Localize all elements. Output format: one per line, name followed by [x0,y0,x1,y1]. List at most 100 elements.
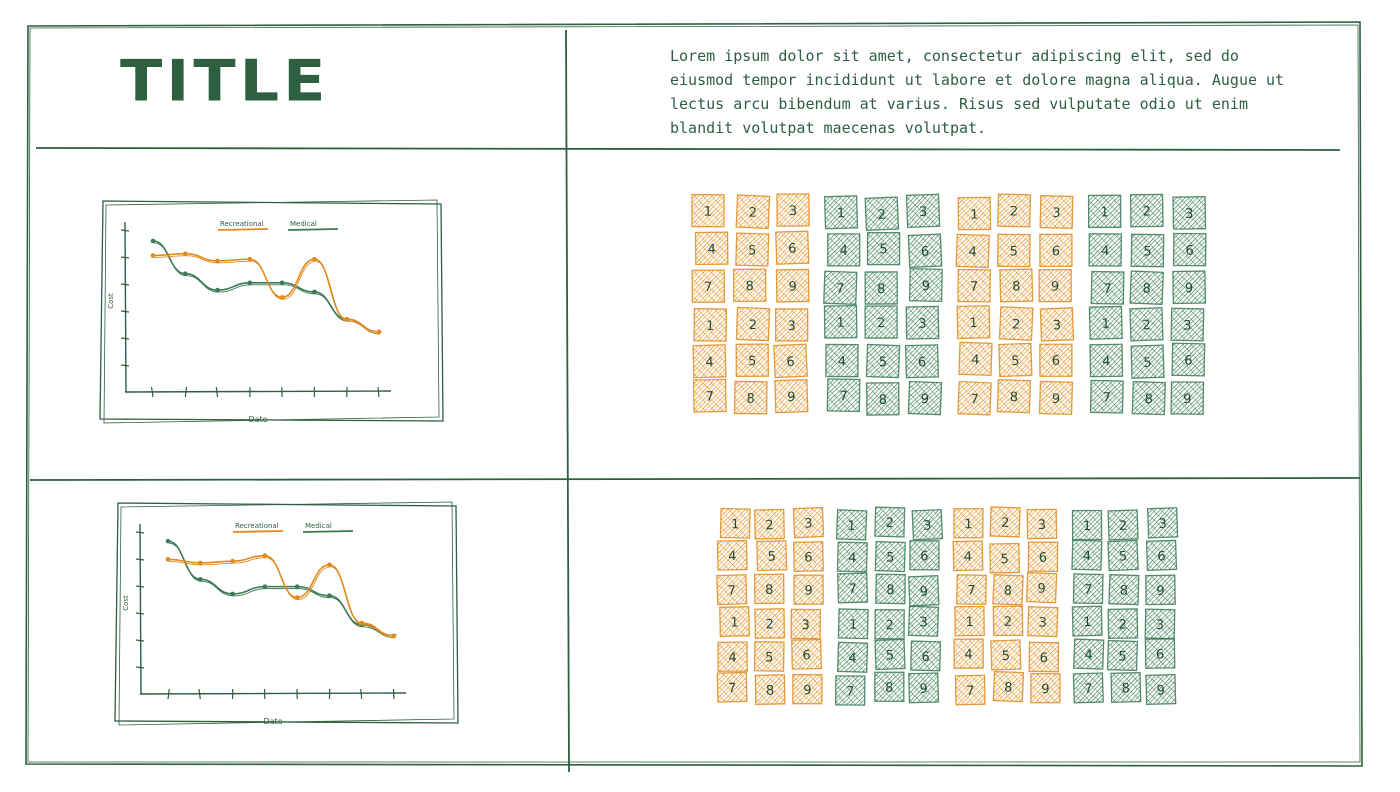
series-point [359,620,365,626]
series-point [182,271,188,276]
tile-number: 8 [885,681,893,696]
tile-number: 9 [1041,682,1049,697]
tile-number: 7 [846,684,854,699]
number-tile: 9 [1038,380,1074,416]
number-tile: 9 [908,672,940,704]
tile-number: 6 [802,648,811,663]
number-tile: 8 [754,674,786,706]
tile-number: 5 [1001,649,1010,664]
tile-number: 8 [879,393,887,408]
tile-number: 1 [1083,519,1091,534]
tile-number: 5 [879,355,888,370]
number-tile: 6 [1171,342,1206,377]
number-tile: 6 [773,343,808,379]
number-tile: 7 [1072,672,1104,704]
number-tile: 1 [691,193,725,228]
x-tick [215,386,219,398]
tile-number: 3 [1185,207,1193,222]
tile-number: 4 [1101,244,1109,259]
tile-number: 6 [1052,354,1060,369]
tile-number: 5 [748,243,757,258]
number-tile: 8 [1129,270,1164,305]
tile-number: 2 [1012,317,1021,332]
number-tile: 7 [716,671,748,703]
number-tile: 1 [719,606,751,637]
tile-number: 8 [1003,584,1012,599]
tile-number: 3 [1038,518,1047,533]
y-tick [135,531,145,534]
tile-number: 5 [886,648,895,663]
tile-number: 2 [1119,618,1128,633]
number-tile: 7 [1089,379,1124,414]
description-text: Lorem ipsum dolor sit amet, consectetur … [670,47,1285,137]
tile-number: 1 [704,205,712,220]
series-point [262,584,268,589]
tile-number: 5 [1010,244,1018,259]
tile-number: 2 [885,516,894,531]
number-tile: 9 [775,268,810,303]
tile-number: 8 [747,392,755,407]
series-point [376,329,382,335]
series-point [165,557,171,562]
tile-number: 3 [919,615,928,630]
number-tile: 5 [874,638,906,671]
number-tile: 2 [1129,193,1164,228]
tile-number: 6 [804,551,813,566]
tile-number: 3 [919,205,928,220]
tile-number: 8 [1012,279,1021,294]
tile-number: 7 [1084,583,1093,598]
tile-number: 5 [1000,552,1009,567]
tile-number: 8 [1142,282,1151,297]
number-tile: 2 [989,506,1021,538]
number-tile: 3 [1170,307,1205,342]
number-tile: 8 [992,574,1024,606]
series-line-sketch [153,255,381,335]
number-tile: 9 [1145,673,1177,706]
tile-number: 3 [789,204,797,219]
tile-number: 5 [767,550,776,565]
legend-label: Medical [290,220,317,228]
x-tick [184,386,188,398]
number-tile: 1 [1071,509,1103,541]
legend-label: Recreational [220,220,264,228]
tile-number: 7 [967,584,976,599]
tile-number: 4 [840,244,848,259]
number-tile: 5 [874,540,906,573]
tile-number: 6 [1156,647,1165,662]
number-tile: 9 [908,268,943,303]
number-tile: 5 [998,342,1033,378]
series-point [247,280,253,286]
number-tile: 5 [756,540,788,572]
number-tile: 9 [1170,381,1205,415]
tile-number: 6 [1157,549,1166,564]
x-axis-label: Date [248,415,267,424]
y-tick [135,666,145,669]
y-tick [120,364,130,367]
number-tile: 2 [998,306,1034,341]
number-tile: 3 [905,193,941,229]
number-tile: 2 [754,508,785,540]
number-tile: 8 [753,573,785,605]
tile-number: 5 [1011,354,1020,369]
number-tile: 2 [992,605,1024,637]
number-tile: 3 [905,305,940,340]
tile-number: 7 [1084,682,1093,697]
number-tile: 3 [911,508,944,541]
tile-number: 6 [1039,551,1047,566]
y-tick [120,229,130,232]
tile-number: 5 [1143,356,1152,371]
number-tile: 7 [1072,573,1104,605]
number-tile: 5 [997,233,1031,268]
tile-number: 9 [1051,280,1059,295]
tile-number: 9 [919,682,928,697]
legend-swatch [232,530,284,533]
number-tile: 4 [953,638,984,669]
tile-number: 9 [1157,683,1166,698]
tile-number: 1 [847,519,856,534]
tile-number: 4 [971,353,980,368]
tile-grid-bottom: 1 4 7 1 4 7 2 5 8 2 5 8 3 6 9 3 6 9 1 4 7 1 4 7 2 5 8 2 5 8 3 6 9 3 6 9 1 4 7 1… [716,506,1179,706]
number-tile: 6 [1145,539,1178,571]
tile-number: 4 [728,549,737,564]
number-tile: 5 [1106,639,1139,672]
number-tile: 2 [1129,307,1164,342]
